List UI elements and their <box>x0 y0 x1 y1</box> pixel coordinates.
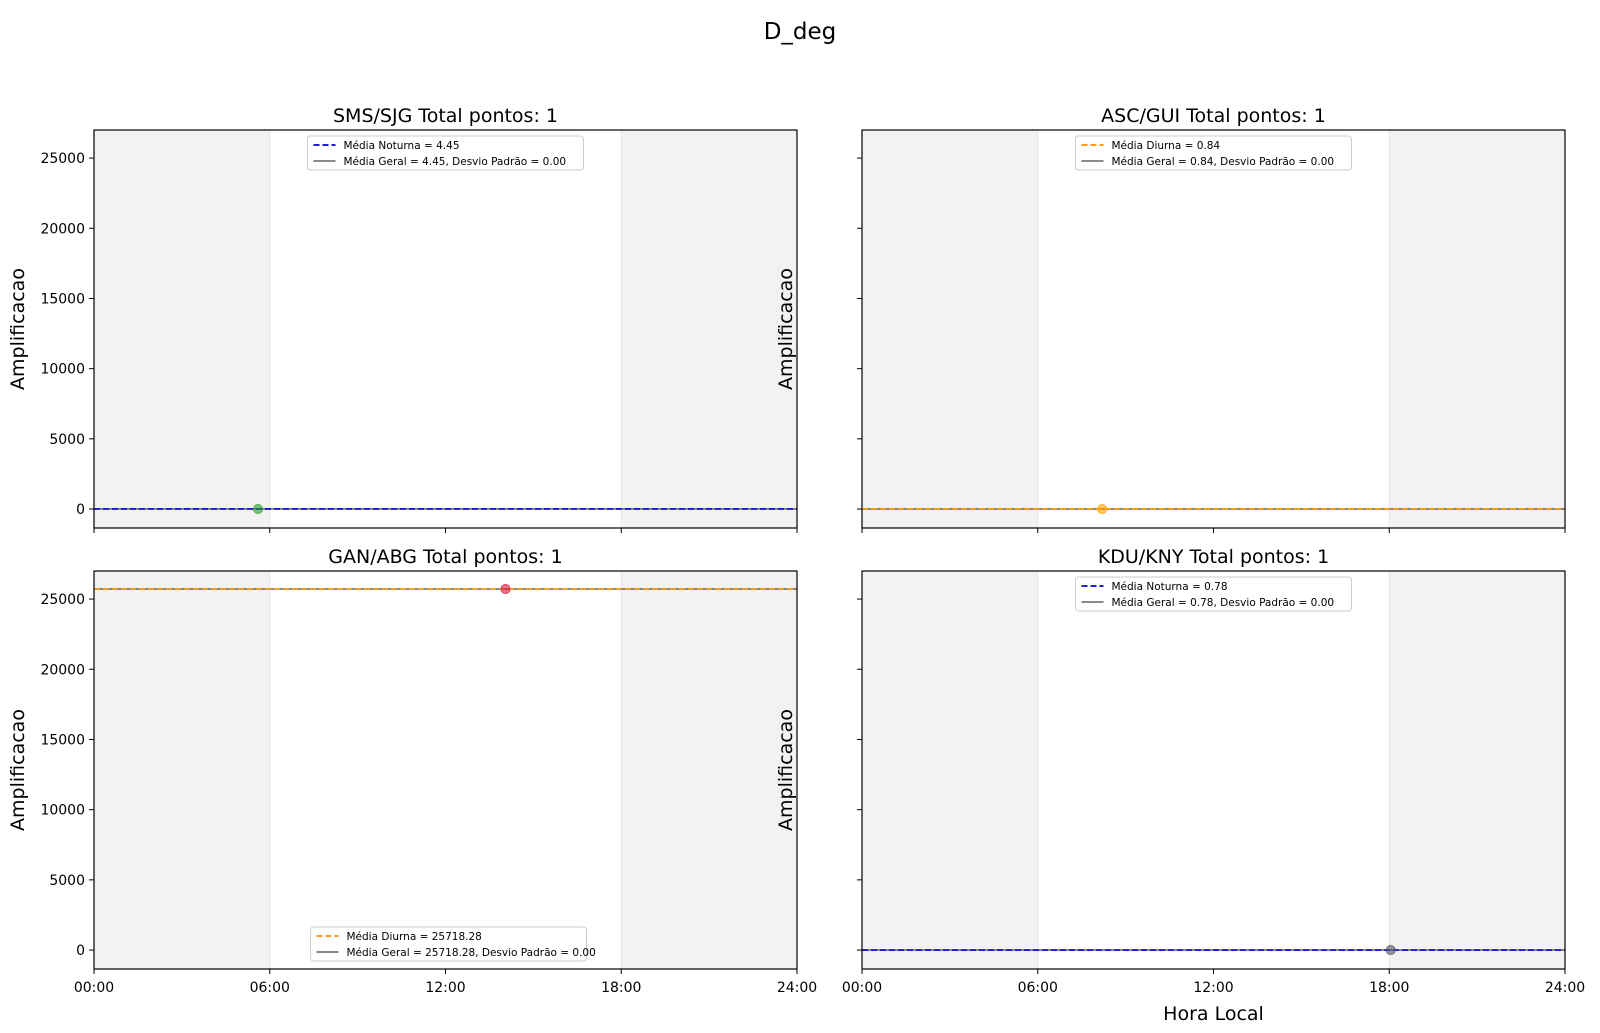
y-tick-label: 5000 <box>49 873 85 889</box>
x-tick-label: 06:00 <box>1018 980 1058 996</box>
x-tick-label: 06:00 <box>250 980 290 996</box>
data-point <box>500 583 511 594</box>
y-axis-label: Amplificacao <box>775 709 797 831</box>
x-tick-label: 12:00 <box>1193 980 1233 996</box>
x-tick-label: 12:00 <box>425 980 465 996</box>
legend-box <box>1075 135 1352 171</box>
night-shading <box>1389 130 1565 528</box>
x-tick-label: 00:00 <box>842 980 882 996</box>
legend-label: Média Geral = 25718.28, Desvio Padrão = … <box>347 947 596 959</box>
chart-title: KDU/KNY Total pontos: 1 <box>1098 546 1329 568</box>
y-tick-label: 20000 <box>40 662 85 678</box>
y-tick-label: 0 <box>76 502 85 518</box>
chart-title: ASC/GUI Total pontos: 1 <box>1101 105 1326 127</box>
y-tick-label: 25000 <box>40 151 85 167</box>
legend: Média Noturna = 0.78 Média Geral = 0.78, … <box>1075 576 1352 612</box>
legend: Média Noturna = 4.45 Média Geral = 4.45, … <box>307 135 584 171</box>
legend-box <box>310 926 587 962</box>
chart-title: GAN/ABG Total pontos: 1 <box>328 546 562 568</box>
data-point <box>1385 945 1396 956</box>
legend-label: Média Geral = 0.84, Desvio Padrão = 0.00 <box>1112 156 1335 168</box>
chart-panel-2: ASC/GUI Total pontos: 1 Amplificacao Média… <box>775 105 1566 533</box>
y-axis-label: Amplificacao <box>7 709 29 831</box>
legend-label: Média Diurna = 25718.28 <box>347 931 482 943</box>
x-axis-label: Hora Local <box>1163 1003 1264 1025</box>
night-shading <box>94 571 270 969</box>
chart-panel-3: 0 5000 10000 15000 20000 25000 00:00 06:00 12:00… <box>7 546 817 996</box>
night-shading <box>862 571 1038 969</box>
x-tick-label: 24:00 <box>777 980 817 996</box>
night-shading <box>1389 571 1565 969</box>
legend-label: Média Noturna = 0.78 <box>1112 581 1228 593</box>
y-tick-label: 10000 <box>40 362 85 378</box>
night-shading <box>862 130 1038 528</box>
y-axis-label: Amplificacao <box>775 268 797 390</box>
legend-label: Média Diurna = 0.84 <box>1112 140 1221 152</box>
x-tick-label: 24:00 <box>1545 980 1585 996</box>
y-axis-label: Amplificacao <box>7 268 29 390</box>
y-tick-label: 10000 <box>40 803 85 819</box>
y-tick-label: 5000 <box>49 432 85 448</box>
legend-label: Média Noturna = 4.45 <box>344 140 460 152</box>
x-tick-label: 18:00 <box>1369 980 1409 996</box>
y-tick-label: 25000 <box>40 592 85 608</box>
legend-box <box>307 135 584 171</box>
y-tick-label: 15000 <box>40 732 85 748</box>
chart-panel-4: 00:00 06:00 12:00 18:00 24:00 KDU/KNY Total p… <box>775 546 1585 1025</box>
legend-label: Média Geral = 0.78, Desvio Padrão = 0.00 <box>1112 597 1335 609</box>
legend-label: Média Geral = 4.45, Desvio Padrão = 0.00 <box>344 156 567 168</box>
data-point <box>1097 504 1108 515</box>
x-tick-label: 18:00 <box>601 980 641 996</box>
legend: Média Diurna = 0.84 Média Geral = 0.84, D… <box>1075 135 1352 171</box>
legend: Média Diurna = 25718.28 Média Geral = 257… <box>310 926 596 962</box>
y-tick-label: 15000 <box>40 291 85 307</box>
night-shading <box>621 130 797 528</box>
legend-box <box>1075 576 1352 612</box>
y-tick-label: 20000 <box>40 221 85 237</box>
figure-title: D_deg <box>764 19 837 45</box>
chart-panel-1: 0 5000 10000 15000 20000 25000 SMS/SJG Total p… <box>7 105 798 533</box>
night-shading <box>94 130 270 528</box>
x-tick-label: 00:00 <box>74 980 114 996</box>
night-shading <box>621 571 797 969</box>
y-tick-label: 0 <box>76 943 85 959</box>
data-point <box>253 503 264 514</box>
chart-title: SMS/SJG Total pontos: 1 <box>333 105 558 127</box>
